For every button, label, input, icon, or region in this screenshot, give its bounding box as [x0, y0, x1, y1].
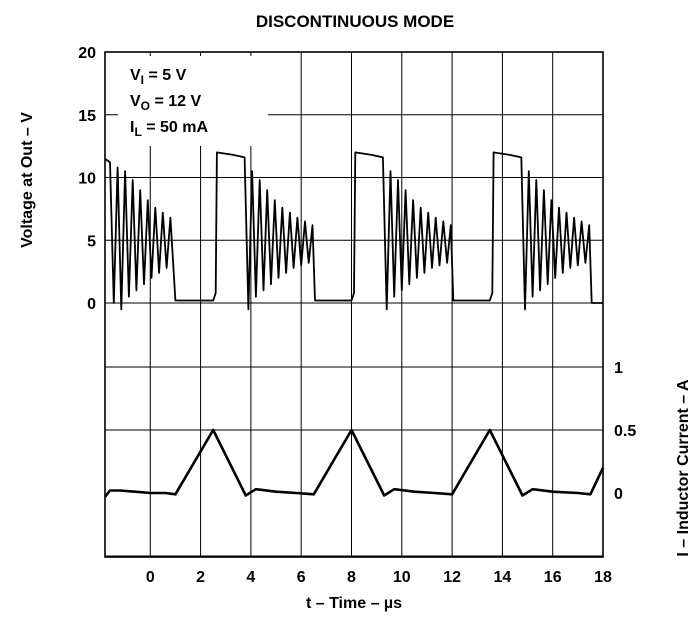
annotation-background — [118, 56, 268, 146]
x-tick-label: 2 — [196, 569, 205, 586]
x-tick-label: 0 — [146, 569, 155, 586]
x-tick-label: 10 — [393, 569, 411, 586]
x-tick-label: 12 — [443, 569, 461, 586]
y-right-tick-label: 0.5 — [614, 423, 636, 440]
y-axis-label-right: I – Inductor Current – A — [675, 379, 692, 557]
y-right-tick-label: 0 — [614, 486, 623, 503]
x-axis-label: t – Time – µs — [306, 595, 402, 612]
series-output-voltage — [104, 151, 603, 311]
y-left-tick-label: 0 — [87, 296, 96, 313]
x-tick-label: 8 — [347, 569, 356, 586]
y-left-tick-label: 15 — [78, 108, 96, 125]
x-tick-label: 18 — [594, 569, 612, 586]
series-inductor-current — [103, 428, 605, 498]
y-left-tick-label: 5 — [87, 233, 96, 250]
y-right-tick-label: 1 — [614, 360, 623, 377]
annotation-box: VI = 5 V VO = 12 V IL = 50 mA — [118, 56, 268, 146]
x-tick-label: 6 — [297, 569, 306, 586]
chart-title: DISCONTINUOUS MODE — [256, 12, 454, 31]
series-group — [103, 151, 605, 498]
annotation-line-il: IL = 50 mA — [130, 119, 209, 139]
plot-frame — [104, 51, 604, 558]
y-left-tick-label: 10 — [78, 171, 96, 188]
x-tick-label: 4 — [246, 569, 255, 586]
annotation-line-vo: VO = 12 V — [130, 93, 201, 113]
y-axis-label-left: Voltage at Out – V — [19, 112, 36, 248]
y-left-tick-label: 20 — [78, 45, 96, 62]
x-tick-label: 16 — [544, 569, 562, 586]
grid — [105, 52, 604, 557]
tick-labels: 0 2 4 6 8 10 12 14 16 18 0 5 10 15 20 0 0.5 1 — [78, 45, 636, 586]
x-tick-label: 14 — [493, 569, 511, 586]
annotation-line-vi: VI = 5 V — [130, 67, 187, 87]
